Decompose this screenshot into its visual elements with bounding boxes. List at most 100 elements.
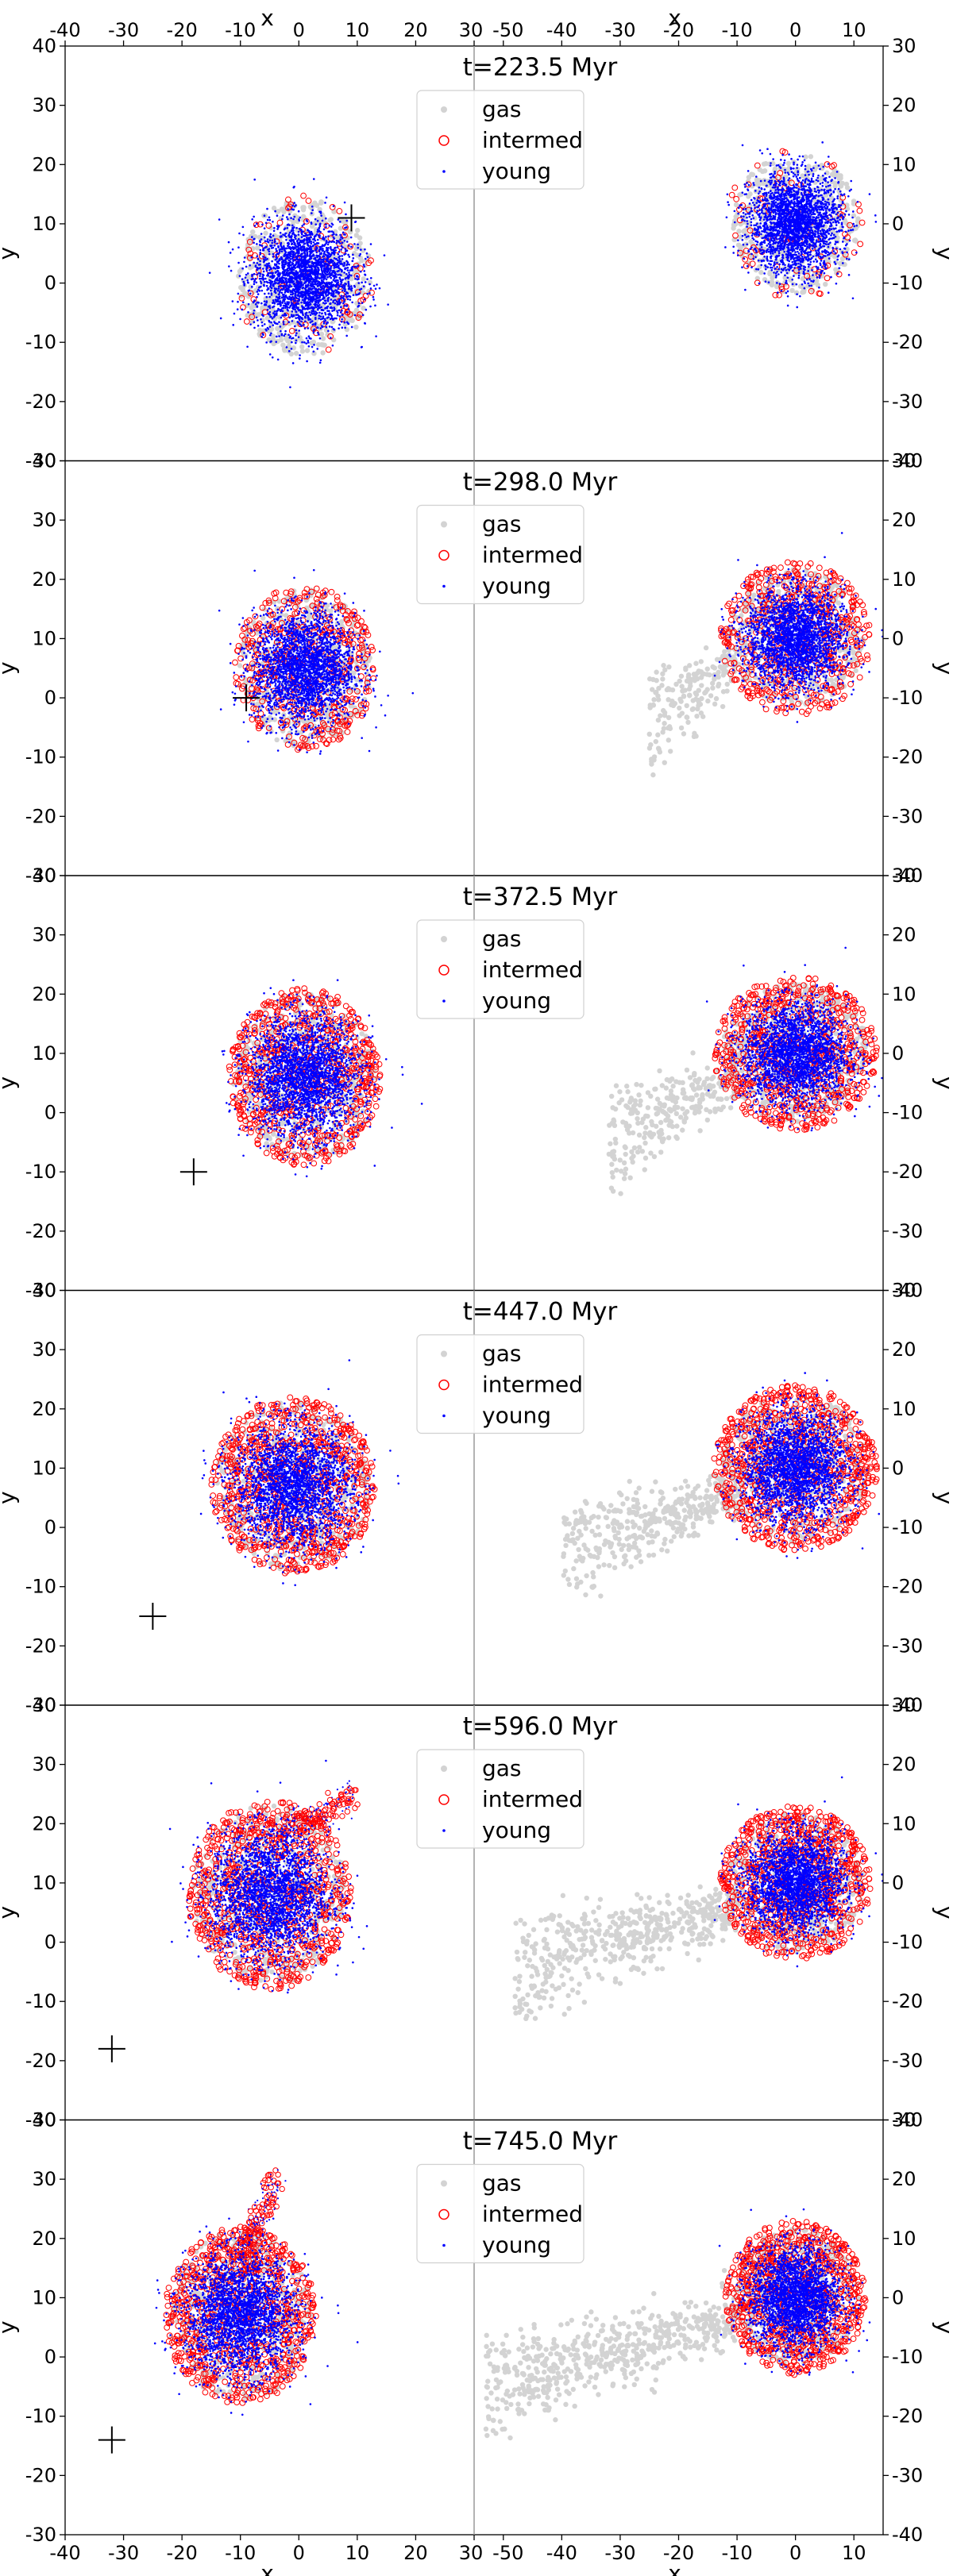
young-point — [295, 334, 297, 337]
young-point — [290, 296, 293, 299]
young-point — [307, 287, 311, 290]
young-point — [834, 177, 836, 179]
young-point — [353, 221, 357, 224]
young-point — [292, 251, 295, 253]
young-point — [804, 174, 807, 176]
young-point — [346, 263, 349, 266]
young-point — [785, 253, 788, 256]
young-point — [309, 321, 312, 324]
young-point — [368, 292, 371, 295]
young-point — [288, 256, 291, 259]
young-point — [270, 292, 273, 295]
young-point — [843, 213, 847, 216]
young-point — [298, 219, 301, 222]
gas-point — [322, 342, 327, 348]
young-point — [343, 284, 346, 287]
gas-point — [300, 205, 306, 210]
gas-point — [250, 302, 256, 307]
young-point — [358, 292, 361, 295]
young-point — [256, 301, 259, 304]
young-point — [307, 335, 311, 338]
young-point — [751, 202, 754, 204]
young-point — [279, 325, 282, 328]
young-point — [308, 307, 311, 310]
young-point — [341, 318, 343, 321]
young-point — [312, 263, 314, 266]
young-point — [230, 269, 233, 272]
young-point — [754, 175, 758, 178]
young-point — [311, 296, 313, 298]
young-point — [321, 245, 323, 248]
young-point — [253, 283, 256, 286]
young-point — [334, 284, 336, 287]
young-point — [330, 292, 333, 295]
intermed-point — [341, 232, 348, 239]
young-point — [279, 258, 281, 260]
young-point — [296, 272, 299, 275]
young-point — [310, 264, 312, 267]
gas-point — [330, 319, 336, 325]
young-point — [332, 328, 335, 330]
young-point — [303, 243, 305, 245]
young-point — [364, 281, 367, 283]
young-point — [309, 252, 312, 255]
young-point — [304, 312, 307, 315]
young-point — [314, 294, 317, 296]
young-point — [316, 297, 318, 300]
young-point — [307, 317, 310, 319]
young-point — [349, 298, 352, 301]
young-point — [326, 273, 328, 276]
young-point — [316, 229, 319, 231]
young-point — [303, 287, 307, 290]
young-point — [819, 244, 821, 246]
young-point — [329, 255, 332, 257]
young-point — [276, 214, 279, 218]
young-point — [278, 321, 280, 324]
young-point — [284, 329, 287, 333]
young-point — [319, 327, 322, 329]
young-point — [330, 248, 332, 250]
young-point — [750, 198, 753, 202]
young-point — [262, 333, 264, 337]
young-point — [316, 294, 318, 296]
young-point — [349, 286, 351, 289]
young-point — [295, 329, 298, 332]
young-point — [320, 268, 323, 271]
young-point — [277, 275, 280, 278]
young-point — [318, 277, 321, 279]
young-point — [387, 303, 389, 306]
young-point — [284, 251, 287, 254]
young-point — [259, 263, 261, 266]
young-point — [283, 334, 286, 337]
young-point — [300, 320, 303, 323]
gas-point — [276, 209, 281, 214]
young-point — [319, 210, 322, 214]
young-point — [793, 267, 796, 269]
young-point — [743, 219, 746, 222]
young-point — [271, 356, 274, 359]
young-point — [287, 269, 289, 272]
young-point — [284, 290, 287, 293]
young-point — [365, 252, 368, 255]
young-point — [301, 252, 303, 255]
young-point — [243, 260, 245, 264]
young-point — [276, 310, 278, 313]
young-point — [363, 298, 366, 301]
young-point — [339, 260, 342, 263]
young-point — [256, 255, 259, 258]
young-point — [307, 241, 311, 244]
young-point — [324, 285, 326, 288]
gas-point — [299, 344, 305, 350]
young-point — [339, 278, 341, 281]
gas-point — [248, 233, 254, 239]
young-point — [263, 260, 266, 263]
young-point — [257, 319, 259, 322]
young-point — [775, 258, 777, 261]
young-point — [283, 287, 285, 290]
young-point — [291, 362, 295, 364]
young-point — [777, 273, 780, 275]
intermed-point — [245, 246, 253, 253]
young-point — [843, 193, 846, 195]
young-point — [787, 263, 790, 266]
